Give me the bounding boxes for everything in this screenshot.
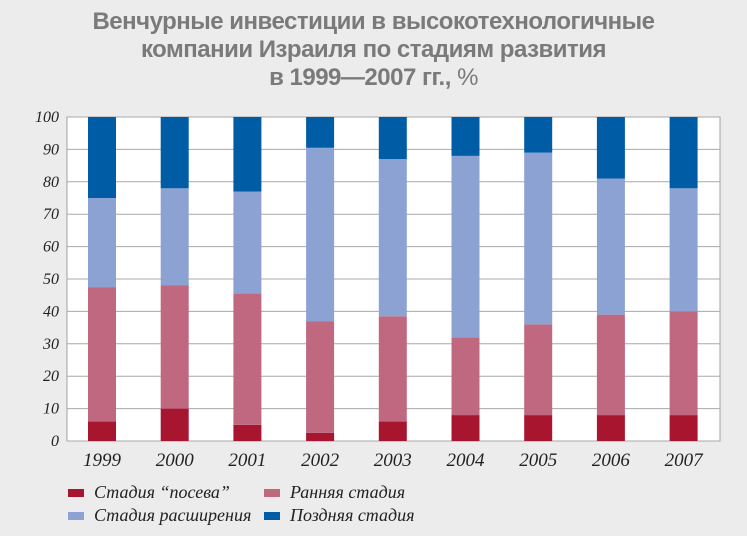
bar-segment-2001-s3 (233, 117, 262, 192)
bar-segment-2007-s3 (669, 117, 698, 189)
bar-segment-2004-s1 (451, 337, 480, 416)
legend-label: Стадия “посева” (94, 482, 230, 502)
legend-item-expansion: Стадия расширения (68, 505, 264, 526)
x-tick-label: 2006 (592, 450, 631, 471)
bar-segment-2002-s2 (306, 147, 335, 322)
y-tick-label: 70 (43, 206, 59, 223)
title-years: в 1999—2007 гг., (269, 64, 451, 91)
bar-segment-2002-s3 (306, 117, 335, 148)
y-tick-label: 100 (35, 109, 59, 126)
bar-segment-2003-s1 (378, 316, 407, 422)
y-tick-label: 60 (43, 239, 59, 256)
title-unit: % (457, 64, 478, 91)
bar-segment-2006-s3 (596, 117, 625, 179)
bar-segment-2005-s0 (524, 415, 553, 441)
title-line-3: в 1999—2007 гг., % (0, 64, 747, 92)
x-tick-label: 2004 (447, 450, 486, 471)
legend-swatch (264, 511, 280, 520)
x-tick-label: 2005 (519, 450, 557, 471)
bar-segment-2005-s1 (524, 324, 553, 416)
y-tick-label: 0 (51, 433, 59, 450)
y-tick-label: 20 (43, 368, 59, 385)
legend-item-late: Поздняя стадия (264, 505, 464, 526)
bar-segment-1999-s3 (88, 117, 116, 198)
x-tick-label: 2001 (228, 450, 266, 471)
legend-item-seed: Стадия “посева” (68, 482, 264, 503)
x-tick-label: 1999 (83, 450, 122, 471)
legend: Стадия “посева” Ранняя стадия Стадия рас… (68, 482, 464, 526)
bar-segment-2007-s2 (669, 188, 698, 312)
title-line-2: компании Израиля по стадиям развития (140, 36, 607, 63)
bar-segment-2007-s0 (669, 415, 698, 441)
bar-segment-2001-s0 (233, 424, 262, 441)
bar-segment-2005-s3 (524, 117, 553, 153)
x-tick-label: 2003 (374, 450, 412, 471)
y-tick-label: 80 (43, 174, 59, 191)
bar-segment-1999-s0 (88, 421, 116, 441)
y-tick-label: 90 (43, 141, 59, 158)
y-tick-label: 50 (43, 271, 59, 288)
bar-segment-2004-s3 (451, 117, 480, 156)
bar-segment-2002-s1 (306, 321, 335, 433)
bar-segment-2000-s0 (160, 408, 189, 441)
bar-segment-2001-s1 (233, 293, 262, 425)
bar-segment-2003-s2 (378, 159, 407, 317)
x-tick-label: 2002 (301, 450, 340, 471)
bar-segment-2004-s2 (451, 155, 480, 338)
bar-segment-2000-s2 (160, 188, 189, 286)
bar-segment-2001-s2 (233, 191, 262, 294)
bar-segment-2006-s2 (596, 178, 625, 315)
bar-segment-2003-s3 (378, 117, 407, 160)
bar-segment-2004-s0 (451, 415, 480, 441)
legend-item-early: Ранняя стадия (264, 482, 464, 503)
title-line-1: Венчурные инвестиции в высокотехнологичн… (92, 8, 655, 35)
bar-segment-2007-s1 (669, 311, 698, 416)
bar-segment-2003-s0 (378, 421, 407, 441)
y-tick-label: 30 (42, 336, 59, 353)
bar-segment-1999-s1 (88, 287, 116, 422)
legend-swatch (68, 488, 84, 497)
legend-swatch (68, 511, 84, 520)
legend-label: Ранняя стадия (290, 482, 406, 502)
legend-label: Поздняя стадия (290, 505, 415, 525)
y-tick-label: 40 (43, 303, 59, 320)
bar-segment-2002-s0 (306, 432, 335, 441)
legend-label: Стадия расширения (94, 505, 252, 525)
bar-segment-2006-s0 (596, 415, 625, 441)
x-tick-label: 2007 (665, 450, 705, 471)
bar-segment-2006-s1 (596, 314, 625, 416)
x-tick-label: 2000 (156, 450, 195, 471)
bar-segment-2005-s2 (524, 152, 553, 325)
chart-title: Венчурные инвестиции в высокотехнологичн… (0, 8, 747, 92)
legend-swatch (264, 488, 280, 497)
y-tick-label: 10 (43, 401, 59, 418)
bar-segment-2000-s1 (160, 285, 189, 409)
bar-segment-2000-s3 (160, 117, 189, 189)
bar-segment-1999-s2 (88, 198, 116, 288)
